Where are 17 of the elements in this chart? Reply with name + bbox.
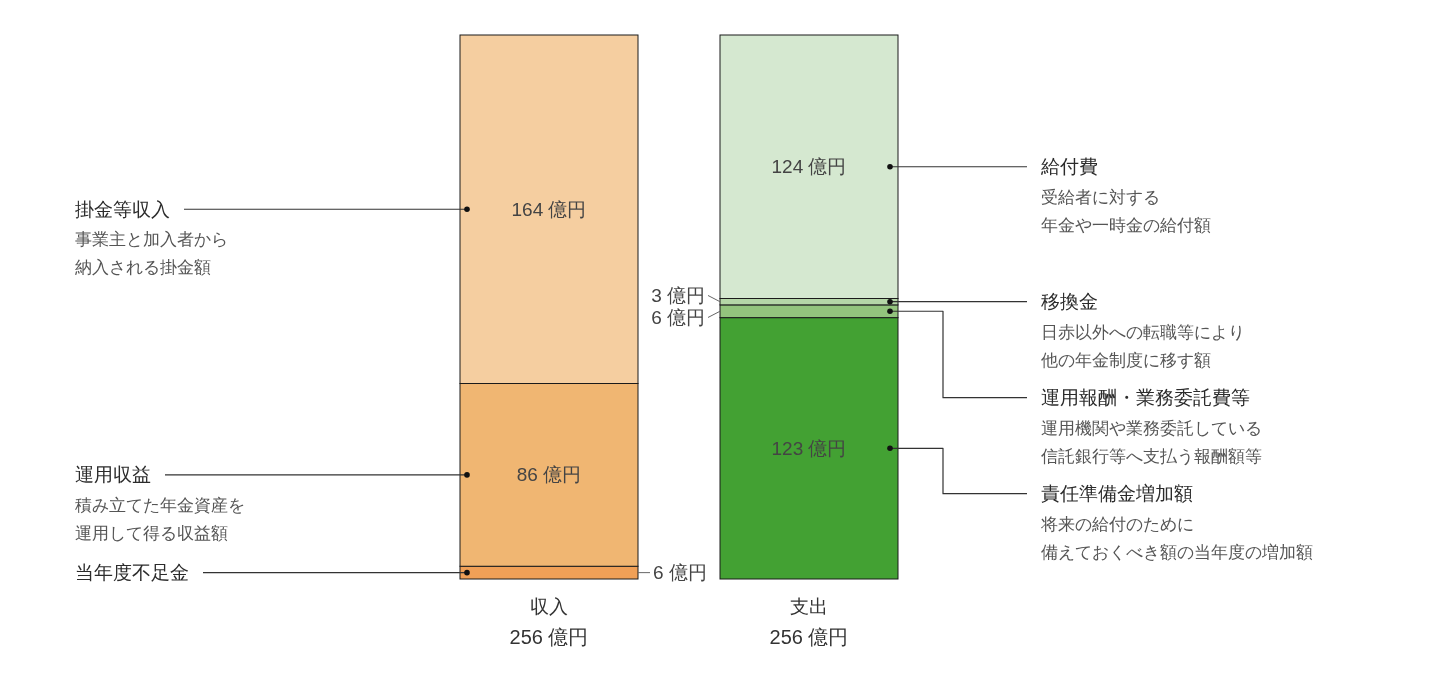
text: 運用機関や業務委託している信託銀行等へ支払う報酬額等 <box>1041 418 1262 466</box>
text: 運用収益 <box>75 464 151 486</box>
text: 掛金等収入 <box>75 198 170 220</box>
text: 事業主と加入者から納入される掛金額 <box>75 229 228 277</box>
text: 将来の給付のために備えておくべき額の当年度の増加額 <box>1040 514 1313 562</box>
text: 移換金 <box>1041 291 1098 313</box>
text: 給付費 <box>1040 156 1098 178</box>
text: 日赤以外への転職等により他の年金制度に移す額 <box>1041 322 1245 370</box>
text: 責任準備金増加額 <box>1041 483 1193 505</box>
text: 積み立てた年金資産を運用して得る収益額 <box>75 495 245 543</box>
total-label: 256 億円 <box>509 626 589 648</box>
text: 当年度不足金 <box>75 562 189 584</box>
text: 受給者に対する年金や一時金の給付額 <box>1041 187 1211 235</box>
x-tick-label: 支出 <box>790 595 828 617</box>
total-label: 256 億円 <box>769 626 849 648</box>
text: 運用報酬・業務委託費等 <box>1041 387 1250 409</box>
x-tick-label: 収入 <box>530 595 568 617</box>
